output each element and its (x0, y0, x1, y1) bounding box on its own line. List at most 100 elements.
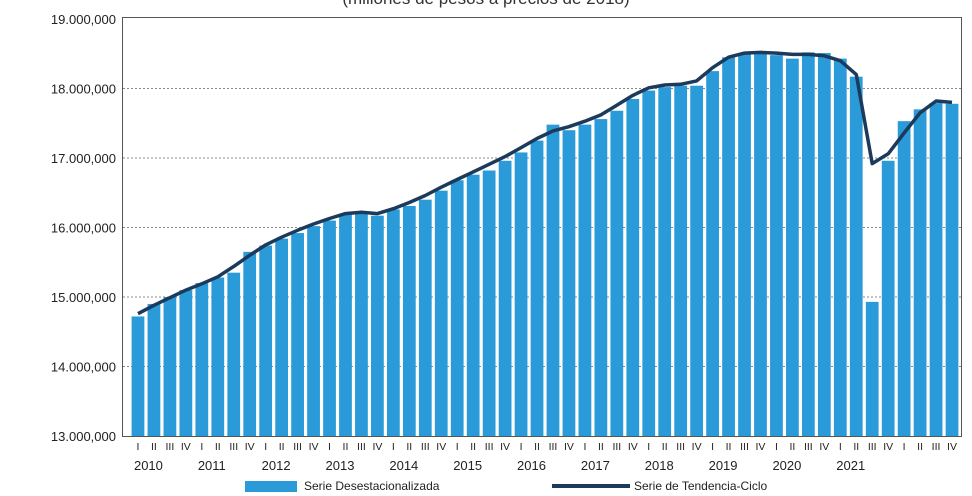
quarter-tick-label: I (583, 441, 586, 453)
quarter-tick-label: II (726, 441, 732, 453)
bar (466, 174, 480, 436)
bar (195, 283, 209, 436)
bar (131, 316, 145, 436)
bar (163, 297, 177, 436)
bar (243, 251, 257, 436)
quarter-tick-label: III (549, 441, 558, 453)
quarter-tick-label: IV (181, 441, 191, 453)
quarter-tick-label: II (917, 441, 923, 453)
bar (562, 130, 576, 436)
bar (386, 209, 400, 436)
bar (849, 76, 863, 436)
bar (706, 71, 719, 436)
y-tick-label: 16.000,000 (51, 221, 116, 236)
y-tick-label: 18.000,000 (51, 82, 116, 97)
trend-line-path (137, 50, 953, 316)
bar (259, 245, 273, 436)
quarter-tick-label: II (598, 441, 604, 453)
year-tick-label: 2020 (772, 458, 801, 473)
y-tick-label: 13.000,000 (51, 429, 116, 444)
quarter-tick-label: III (868, 441, 877, 453)
bar (227, 272, 241, 436)
bar (658, 87, 672, 437)
bar (546, 124, 560, 436)
quarter-tick-label: I (264, 441, 267, 453)
quarter-tick-label: III (932, 441, 941, 453)
quarter-tick-label: III (293, 441, 302, 453)
bar (913, 109, 927, 436)
quarter-tick-label: II (151, 441, 157, 453)
y-tick-label: 17.000,000 (51, 151, 116, 166)
quarter-tick-label: IV (947, 441, 957, 453)
quarter-tick-label: II (662, 441, 668, 453)
quarter-tick-label: IV (309, 441, 319, 453)
quarter-tick-label: I (903, 441, 906, 453)
year-tick-label: 2018 (645, 458, 674, 473)
year-tick-label: 2010 (134, 458, 163, 473)
quarter-tick-label: I (200, 441, 203, 453)
bar (801, 52, 815, 437)
year-tick-label: 2021 (836, 458, 865, 473)
bar (833, 58, 847, 437)
bar (690, 85, 704, 436)
legend-label-line: Serie de Tendencia-Ciclo (634, 479, 768, 493)
quarter-tick-label: IV (500, 441, 510, 453)
bar (642, 90, 656, 437)
legend: Serie Desestacionalizada Serie de Tenden… (245, 479, 768, 493)
bar (418, 199, 432, 436)
bar (514, 152, 528, 436)
quarter-tick-label: II (406, 441, 412, 453)
quarter-tick-label: III (357, 441, 366, 453)
quarter-tick-label: II (789, 441, 795, 453)
bar (626, 98, 640, 437)
year-tick-label: 2013 (326, 458, 355, 473)
bar (817, 53, 831, 437)
quarter-tick-label: I (647, 441, 650, 453)
bar (179, 290, 193, 436)
quarter-tick-label: III (676, 441, 685, 453)
bar (291, 233, 304, 436)
quarter-tick-label: III (166, 441, 175, 453)
bar (945, 103, 959, 436)
bar (722, 57, 735, 436)
quarter-tick-label: IV (756, 441, 766, 453)
bar (929, 103, 943, 436)
quarter-tick-label: II (853, 441, 859, 453)
bar (434, 190, 448, 436)
bar (275, 238, 289, 436)
year-tick-label: 2012 (262, 458, 291, 473)
legend-swatch-bar (245, 481, 297, 492)
quarter-tick-label: III (804, 441, 813, 453)
y-tick-label: 15.000,000 (51, 290, 116, 305)
bar (371, 215, 384, 436)
axis-labels: 13.000,000 14.000,000 15.000,000 16.000,000… (51, 12, 957, 473)
bar (482, 170, 496, 436)
quarter-tick-label: I (456, 441, 459, 453)
quarter-tick-label: II (279, 441, 285, 453)
quarter-tick-label: II (343, 441, 349, 453)
bar (754, 53, 767, 437)
quarter-tick-label: III (485, 441, 494, 453)
quarter-tick-label: II (215, 441, 221, 453)
bar (610, 110, 624, 437)
legend-label-bar: Serie Desestacionalizada (304, 479, 440, 493)
year-tick-label: 2011 (198, 458, 226, 473)
bar (339, 213, 352, 436)
year-tick-label: 2014 (389, 458, 418, 473)
bar (530, 140, 544, 436)
bar (402, 205, 416, 436)
bar (674, 85, 688, 436)
quarter-tick-label: IV (372, 441, 382, 453)
year-tick-label: 2015 (453, 458, 482, 473)
chart-subtitle: (millones de pesos a precios de 2018) (0, 0, 972, 9)
quarter-tick-label: IV (436, 441, 446, 453)
quarter-tick-label: I (137, 441, 140, 453)
bar (881, 160, 895, 436)
y-tick-label: 19.000,000 (51, 12, 116, 27)
bar (578, 124, 592, 436)
quarter-tick-label: I (711, 441, 714, 453)
bar (450, 180, 464, 436)
quarter-tick-label: I (392, 441, 395, 453)
bar (307, 226, 320, 436)
